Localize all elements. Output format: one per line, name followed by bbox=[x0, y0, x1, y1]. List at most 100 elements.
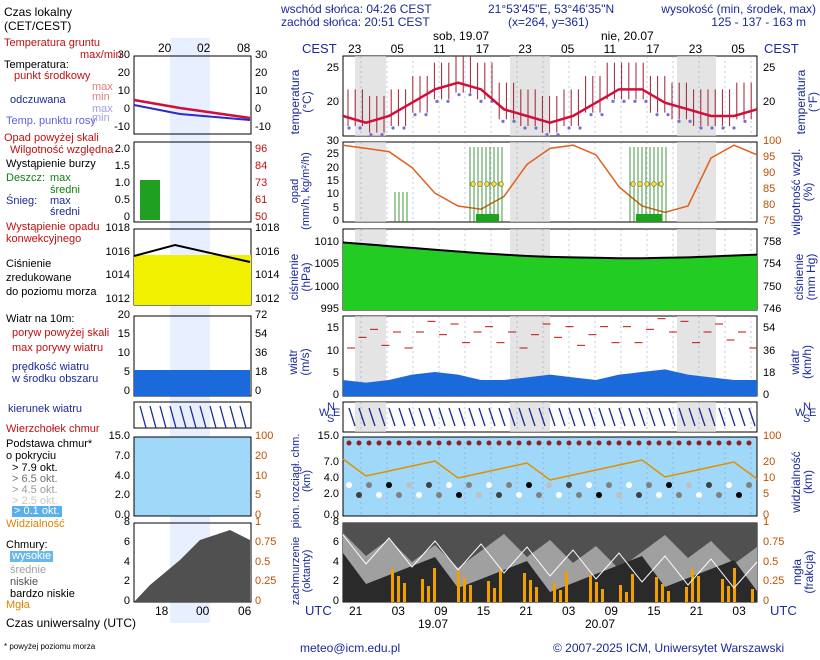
night-band bbox=[355, 56, 386, 136]
legend-fog-right-tick: 0 bbox=[255, 595, 262, 607]
fog-bar bbox=[391, 569, 394, 602]
footer-note: * powyżej poziomu morza bbox=[4, 642, 96, 651]
legend-cb-left-tick: 15.0 bbox=[108, 430, 130, 442]
legend-pres-left-tick: 1012 bbox=[105, 293, 130, 305]
wind-arrow bbox=[718, 407, 726, 427]
cb-left-tick: 15.0 bbox=[317, 430, 339, 442]
felt-temp-dot bbox=[600, 113, 604, 117]
legend-temp-left-tick: 30 bbox=[117, 49, 130, 61]
cloud-base-dot bbox=[516, 492, 522, 498]
felt-temp-dot bbox=[545, 133, 549, 137]
bottom-hour-label: 03 bbox=[391, 604, 405, 618]
legend-wind-left-tick: 10 bbox=[117, 347, 130, 359]
fog-bar bbox=[487, 581, 490, 602]
cloud-top-dot bbox=[516, 440, 522, 446]
cloud-base-dot bbox=[636, 492, 642, 498]
top-hour-label: 23 bbox=[348, 42, 362, 56]
cloud-base-dot bbox=[606, 482, 612, 488]
wind-arrow bbox=[149, 405, 157, 429]
legend-clouds-vlow: bardzo niskie bbox=[10, 588, 75, 600]
wind-arrow bbox=[578, 407, 586, 427]
legend-vis-right-tick: 5 bbox=[255, 489, 262, 502]
legend-cb-left-tick: 0.0 bbox=[114, 509, 130, 521]
legend-humid-right-tick: 73 bbox=[255, 177, 268, 189]
wind-arrow bbox=[458, 407, 466, 427]
legend-cl-left-tick: 0 bbox=[123, 595, 130, 607]
wind-arrow bbox=[408, 407, 416, 427]
wind-arrow bbox=[698, 407, 706, 427]
legend-ground-temp: Temperatura gruntu bbox=[4, 37, 100, 49]
email-link[interactable]: meteo@icm.edu.pl bbox=[300, 641, 401, 655]
cl-left-tick: 4 bbox=[332, 555, 339, 568]
fog-bar bbox=[625, 592, 628, 602]
legend-fog: Mgła bbox=[6, 599, 30, 611]
temperature-line bbox=[342, 81, 758, 124]
sunrise-text: wschód słońca: 04:26 CEST bbox=[281, 2, 432, 16]
legend-okt-45: > 4.5 okt. bbox=[12, 484, 58, 496]
humidity-right-tick: 95 bbox=[763, 151, 776, 163]
legend-clouds: Chmury: bbox=[6, 539, 48, 551]
felt-temp-dot bbox=[457, 93, 461, 97]
felt-temp-dot bbox=[556, 133, 560, 137]
pressure-right-tick: 746 bbox=[763, 303, 782, 315]
wind-right-tick: 54 bbox=[763, 322, 776, 335]
legend-vis-right-tick: 100 bbox=[255, 430, 274, 442]
precip-axis-label: opad (mm/h, kg/m²/h) bbox=[289, 152, 312, 230]
legend-felt-max: max bbox=[92, 103, 113, 115]
legend-fog-right-tick: 0.75 bbox=[255, 535, 277, 548]
cloud-top-dot bbox=[386, 440, 392, 446]
bottom-hour-label: 03 bbox=[732, 604, 746, 618]
cloud-base-dot bbox=[486, 482, 492, 488]
day1-label: sob, 19.07 bbox=[433, 29, 490, 43]
fog-bar bbox=[721, 579, 724, 602]
pressure-area bbox=[343, 242, 757, 310]
fog-bar bbox=[403, 583, 406, 602]
cloud-base-dot bbox=[706, 482, 712, 488]
wind-arrow bbox=[169, 405, 177, 429]
felt-temp-dot bbox=[666, 113, 670, 117]
precip-left-tick: 15 bbox=[326, 175, 339, 187]
cloud-top-dot bbox=[566, 440, 572, 446]
storm-marker bbox=[491, 181, 497, 187]
pressure-left-tick: 1005 bbox=[314, 258, 339, 270]
wind-arrow bbox=[568, 407, 576, 427]
wind-arrow bbox=[418, 407, 426, 427]
legend-rain: Deszcz: bbox=[6, 172, 46, 184]
legend-utc-time: Czas uniwersalny (UTC) bbox=[6, 616, 137, 630]
cloud-base-dot bbox=[656, 492, 662, 498]
cloud-base-dot bbox=[456, 492, 462, 498]
bottom-hour-label: 21 bbox=[689, 604, 704, 618]
wind-axis-label: wiatr (m/s) bbox=[286, 348, 312, 376]
felt-temp-dot bbox=[721, 126, 725, 130]
fog-bar bbox=[529, 580, 532, 602]
temp-axis-label-right: temperatura (°F) bbox=[794, 69, 820, 135]
legend-wind-left-tick: 0 bbox=[123, 385, 130, 397]
legend-snow-mean: średni bbox=[50, 206, 80, 218]
precip-left-tick: 10 bbox=[326, 188, 339, 201]
wind-arrow bbox=[378, 407, 386, 427]
wind-area bbox=[343, 369, 757, 396]
legend-cl-left-tick: 8 bbox=[123, 516, 130, 528]
precip-left-tick: 25 bbox=[326, 148, 339, 161]
night-band bbox=[510, 142, 550, 222]
wind-arrow bbox=[438, 407, 446, 427]
humidity-right-tick: 75 bbox=[763, 215, 776, 227]
legend-clouds-high: wysokie bbox=[10, 550, 54, 562]
legend-vis-right-tick: 20 bbox=[255, 449, 268, 462]
cloud-top-dot bbox=[446, 440, 452, 446]
legend-wind: Wiatr na 10m: bbox=[6, 313, 75, 325]
legend-temp-min: min bbox=[92, 91, 110, 103]
storm-marker bbox=[637, 181, 643, 187]
precip-left-tick: 30 bbox=[326, 135, 339, 147]
cloud-top-dot bbox=[616, 440, 622, 446]
fog-bar bbox=[655, 577, 658, 602]
legend-wind-right-tick: 72 bbox=[255, 309, 268, 321]
cloud-base-dot bbox=[476, 492, 482, 498]
cest-label-left: CEST bbox=[302, 41, 337, 56]
legend-utc-18: 18 bbox=[155, 604, 169, 618]
wind-left-tick: 5 bbox=[332, 366, 339, 379]
elevation-title: wysokość (min, środek, max) bbox=[661, 2, 816, 16]
fog-right-tick: 0.75 bbox=[763, 535, 785, 548]
cloud-top-dot bbox=[486, 440, 492, 446]
legend-precip-left-tick: 0 bbox=[123, 211, 130, 223]
